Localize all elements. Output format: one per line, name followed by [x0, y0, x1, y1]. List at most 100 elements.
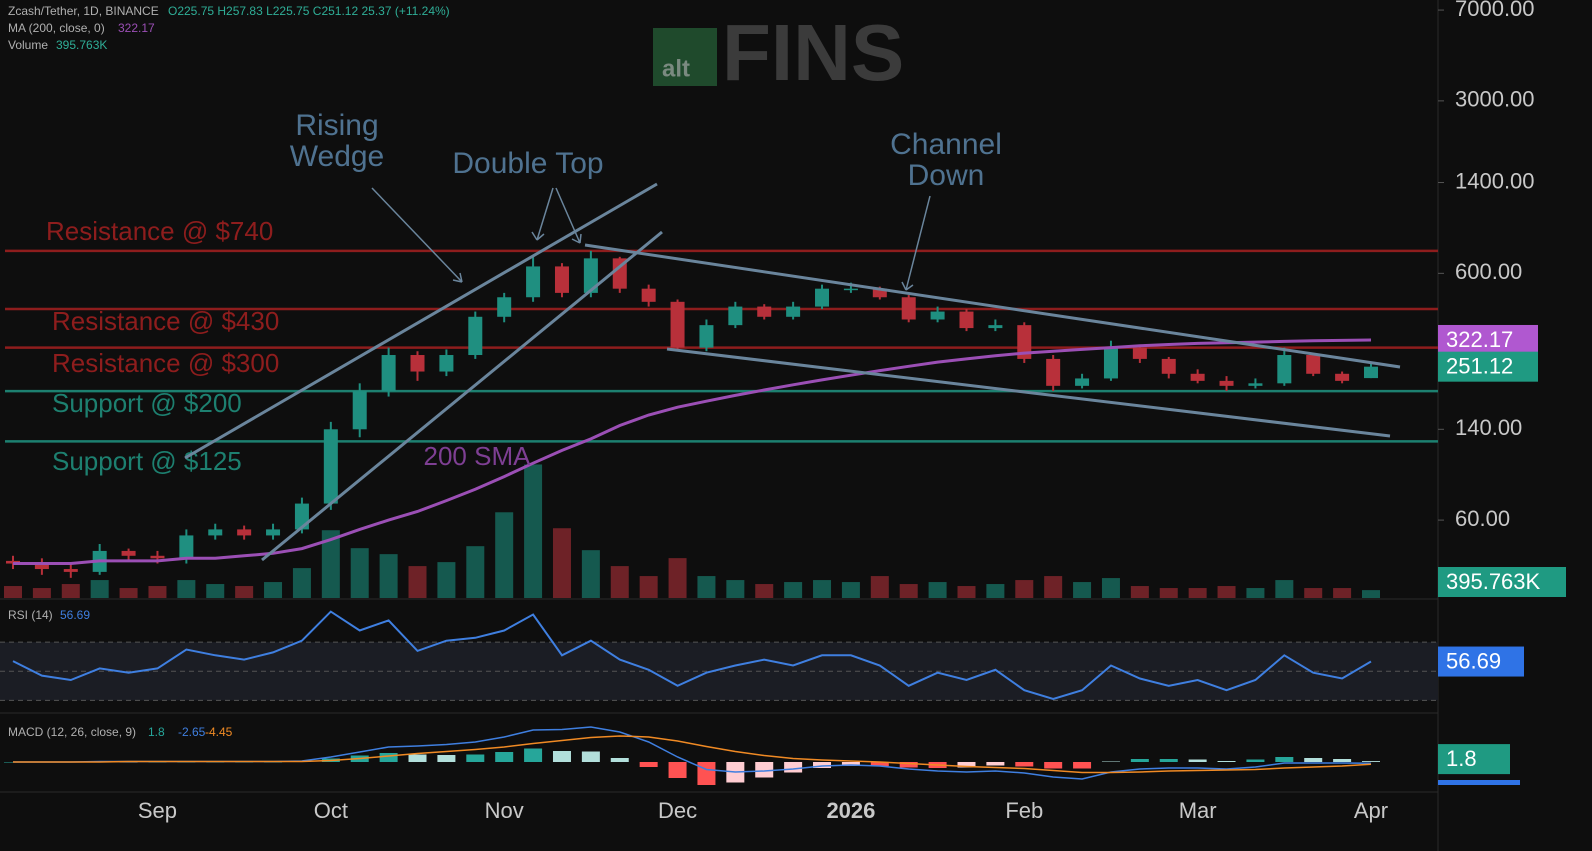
macd-histogram — [986, 762, 1005, 766]
legend-value: 395.763K — [56, 38, 107, 52]
macd-histogram — [639, 762, 658, 767]
volume-bar — [552, 528, 571, 598]
macd-histogram — [841, 762, 860, 766]
candle-body — [237, 529, 252, 536]
candle-body — [901, 297, 916, 320]
volume-bar — [928, 582, 947, 598]
logo-large: FINS — [722, 8, 904, 97]
macd-marker — [1438, 780, 1520, 785]
volume-bar — [119, 588, 138, 598]
volume-bar — [4, 586, 22, 598]
macd-line — [13, 735, 1372, 774]
volume-bar — [986, 584, 1005, 598]
legend-label: MACD (12, 26, close, 9) — [8, 725, 136, 739]
candle-body — [872, 288, 887, 298]
legend-value: 322.17 — [118, 21, 155, 35]
candle-body — [468, 316, 483, 356]
candle-body — [786, 306, 801, 317]
candle-body — [1075, 378, 1090, 386]
macd-histogram — [1044, 762, 1063, 769]
legend-label: RSI (14) — [8, 608, 53, 622]
y-tick-label: 3000.00 — [1455, 87, 1535, 112]
volume-bar — [1333, 588, 1352, 598]
volume-bar — [813, 580, 832, 598]
volume-bar — [1073, 582, 1092, 598]
volume-bar — [1304, 588, 1323, 598]
annotation: Channel — [890, 128, 1002, 161]
sma-price-label-box — [1438, 324, 1538, 355]
y-tick-label: 7000.00 — [1455, 0, 1535, 21]
watermark: alt FINS — [653, 8, 904, 97]
chart-title: Zcash/Tether, 1D, BINANCE — [8, 4, 159, 18]
legend-label: MA (200, close, 0) — [8, 21, 105, 35]
last-price-label-box — [1438, 351, 1538, 382]
macd-histogram — [1246, 759, 1265, 762]
candle-body — [1161, 358, 1176, 374]
macd-histogram — [379, 753, 398, 762]
volume-bar — [321, 530, 340, 598]
sma-line — [13, 338, 1372, 565]
rsi-label: 56.69 — [1446, 648, 1501, 673]
trendline — [261, 230, 663, 562]
legend-value: 56.69 — [60, 608, 90, 622]
macd-histogram — [552, 751, 571, 762]
macd-histogram — [870, 762, 889, 766]
candle-body — [757, 306, 772, 317]
volume-bar — [177, 580, 196, 598]
macd-histogram — [581, 751, 600, 762]
macd-histogram — [1159, 759, 1178, 762]
candle-body — [988, 325, 1003, 329]
macd-histogram — [1333, 759, 1352, 762]
volume-bar — [697, 576, 716, 598]
candle-body — [1335, 373, 1350, 381]
y-tick-label: 60.00 — [1455, 506, 1510, 531]
y-tick-label: 140.00 — [1455, 415, 1522, 440]
volume-bar — [870, 576, 889, 598]
x-tick-label: Sep — [138, 798, 177, 823]
volume-label: 395.763K — [1446, 569, 1541, 594]
candle-body — [699, 325, 714, 348]
volume-bar — [668, 558, 687, 598]
candle-body — [497, 297, 512, 317]
macd-histogram — [1188, 759, 1207, 762]
macd-histogram — [610, 758, 629, 762]
macd-histogram — [755, 762, 774, 778]
trendline — [584, 243, 1401, 369]
x-tick-label: Dec — [658, 798, 697, 823]
volume-bar — [379, 554, 398, 598]
sma-price-label: 322.17 — [1446, 327, 1513, 352]
volume-bar — [466, 546, 485, 598]
volume-bar — [1362, 590, 1380, 598]
y-tick-label: 600.00 — [1455, 259, 1522, 284]
candle-body — [670, 301, 685, 348]
volume-label-box — [1438, 567, 1566, 597]
volume-bar — [437, 562, 456, 598]
macd-histogram — [1275, 757, 1294, 762]
volume-bar — [206, 584, 225, 598]
candle-body — [583, 258, 598, 293]
level-label: Resistance @ $430 — [52, 306, 279, 336]
volume-bar — [1044, 576, 1063, 598]
volume-bar — [784, 582, 803, 598]
macd-histogram — [1101, 761, 1120, 762]
candle-body — [1248, 383, 1263, 386]
volume-bar — [148, 586, 167, 598]
legend-value: -4.45 — [205, 725, 233, 739]
level-label: Resistance @ $300 — [52, 348, 279, 378]
annotation: Double Top — [452, 147, 603, 180]
volume-bar — [408, 566, 427, 598]
macd-histogram — [1130, 759, 1149, 762]
legend-value: -2.65 — [178, 725, 206, 739]
volume-bar — [957, 586, 976, 598]
ohlc-legend: O225.75 H257.83 L225.75 C251.12 25.37 (+… — [168, 4, 450, 18]
volume-bar — [235, 586, 254, 598]
candle-body — [352, 391, 367, 430]
trendline — [184, 182, 658, 460]
volume-bar — [61, 584, 80, 598]
candle-body — [612, 258, 627, 289]
volume-bar — [639, 576, 658, 598]
macd-histogram — [495, 752, 514, 762]
macd-histogram — [957, 762, 976, 768]
candle-body — [815, 288, 830, 307]
